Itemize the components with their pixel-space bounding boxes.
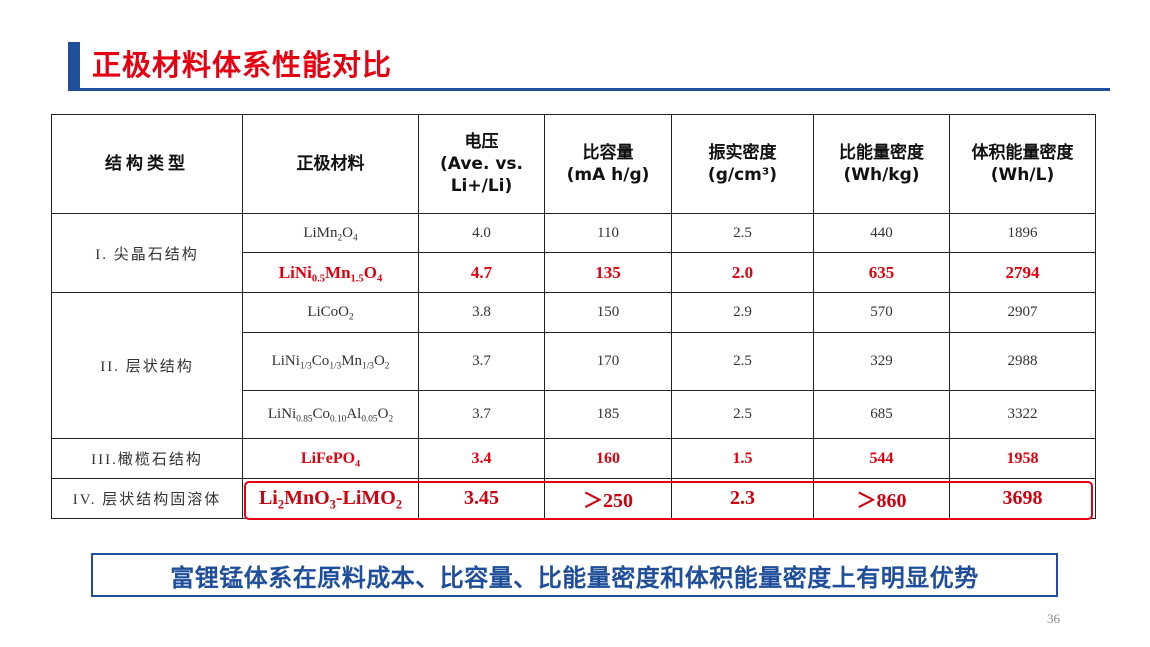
energy-cell: 544 — [813, 438, 950, 479]
material-formula: LiFePO4 — [300, 449, 361, 469]
material-cell: LiFePO4 — [242, 438, 419, 479]
material-formula: LiMn2O4 — [303, 224, 358, 243]
capacity-cell: 160 — [544, 438, 672, 479]
energy-cell: 635 — [813, 252, 950, 293]
header-energy-density: 比能量密度 (Wh/kg) — [813, 114, 950, 214]
table-row: I. 尖晶石结构 LiMn2O4 4.0 110 2.5 440 1896 — [51, 213, 1096, 293]
table-row: III.橄榄石结构 LiFePO4 3.4 160 1.5 544 1958 — [51, 438, 1096, 479]
table-row: II. 层状结构 LiCoO2 3.8 150 2.9 570 2907 — [51, 292, 1096, 439]
voltage-cell: 3.7 — [418, 390, 545, 439]
header-energy-line2: (Wh/kg) — [843, 165, 920, 185]
conclusion-text: 富锂锰体系在原料成本、比容量、比能量密度和体积能量密度上有明显优势 — [170, 563, 979, 592]
material-formula: LiNi0.85Co0.10Al0.05O2 — [267, 406, 394, 425]
material-cell: LiNi0.5Mn1.5O4 — [242, 252, 419, 293]
header-tap-line1: 振实密度 — [708, 143, 777, 163]
tap-density-cell: 2.9 — [671, 292, 814, 333]
header-vol-line2: (Wh/L) — [990, 165, 1055, 185]
voltage-cell: 3.7 — [418, 332, 545, 391]
energy-cell: 685 — [813, 390, 950, 439]
header-capacity-line1: 比容量 — [582, 143, 634, 163]
capacity-cell: 135 — [544, 252, 672, 293]
header-voltage-line3: Li+/Li) — [450, 176, 513, 196]
material-cell: LiCoO2 — [242, 292, 419, 333]
header-capacity-line2: (mA h/g) — [566, 165, 650, 185]
group-layered: II. 层状结构 — [51, 292, 243, 439]
header-material: 正极材料 — [242, 114, 419, 214]
comparison-table: 结构类型 正极材料 电压 (Ave. vs. Li+/Li) 比容量 (mA h… — [51, 114, 1096, 519]
group-olivine: III.橄榄石结构 — [51, 438, 243, 479]
page-number: 36 — [1047, 611, 1060, 626]
header-voltage-line2: (Ave. vs. — [440, 154, 523, 174]
energy-cell: 570 — [813, 292, 950, 333]
group-spinel: I. 尖晶石结构 — [51, 213, 243, 293]
energy-cell: 440 — [813, 213, 950, 253]
tap-density-cell: 2.3 — [671, 478, 814, 519]
table-row: LiNi1/3Co1/3Mn1/3O2 3.7 170 2.5 329 2988 — [52, 332, 1096, 391]
capacity-cell: 110 — [544, 213, 672, 253]
tap-density-cell: 1.5 — [671, 438, 814, 479]
title-underline — [68, 88, 1110, 91]
capacity-cell: 150 — [544, 292, 672, 333]
material-cell: LiNi1/3Co1/3Mn1/3O2 — [242, 332, 419, 391]
vol-energy-cell: 2988 — [949, 332, 1096, 391]
capacity-cell: 185 — [544, 390, 672, 439]
energy-cell: ＞860 — [813, 478, 950, 519]
material-cell: LiMn2O4 — [242, 213, 419, 253]
title-accent-bar — [68, 42, 80, 88]
material-formula: LiNi1/3Co1/3Mn1/3O2 — [271, 353, 390, 372]
page-title: 正极材料体系性能对比 — [92, 48, 393, 82]
material-cell: Li2MnO3-LiMO2 — [242, 478, 419, 519]
voltage-cell: 3.45 — [418, 478, 545, 519]
table-row: IV. 层状结构固溶体 Li2MnO3-LiMO2 3.45 ＞250 2.3 … — [51, 478, 1096, 519]
header-structure-type: 结构类型 — [51, 114, 243, 214]
header-voltage-line1: 电压 — [464, 132, 499, 152]
table-header-row: 结构类型 正极材料 电压 (Ave. vs. Li+/Li) 比容量 (mA h… — [51, 114, 1096, 214]
header-volumetric-energy: 体积能量密度 (Wh/L) — [949, 114, 1096, 214]
material-cell: LiNi0.85Co0.10Al0.05O2 — [242, 390, 419, 439]
energy-cell: 329 — [813, 332, 950, 391]
table-row: LiNi0.85Co0.10Al0.05O2 3.7 185 2.5 685 3… — [52, 390, 1096, 439]
capacity-cell: 170 — [544, 332, 672, 391]
voltage-cell: 4.0 — [418, 213, 545, 253]
vol-energy-cell: 1958 — [949, 438, 1096, 479]
group-solid-solution: IV. 层状结构固溶体 — [51, 478, 243, 519]
vol-energy-cell: 3322 — [949, 390, 1096, 439]
tap-density-cell: 2.0 — [671, 252, 814, 293]
tap-density-cell: 2.5 — [671, 390, 814, 439]
tap-density-cell: 2.5 — [671, 332, 814, 391]
header-vol-line1: 体积能量密度 — [971, 143, 1074, 163]
material-formula: LiCoO2 — [307, 304, 354, 323]
header-capacity: 比容量 (mA h/g) — [544, 114, 672, 214]
voltage-cell: 3.8 — [418, 292, 545, 333]
voltage-cell: 3.4 — [418, 438, 545, 479]
header-energy-line1: 比能量密度 — [839, 143, 924, 163]
header-tap-line2: (g/cm³) — [707, 165, 778, 185]
vol-energy-cell: 3698 — [949, 478, 1096, 519]
tap-density-cell: 2.5 — [671, 213, 814, 253]
vol-energy-cell: 2794 — [949, 252, 1096, 293]
material-formula: Li2MnO3-LiMO2 — [258, 487, 403, 512]
conclusion-banner: 富锂锰体系在原料成本、比容量、比能量密度和体积能量密度上有明显优势 — [91, 553, 1058, 597]
header-voltage: 电压 (Ave. vs. Li+/Li) — [418, 114, 545, 214]
vol-energy-cell: 1896 — [949, 213, 1096, 253]
vol-energy-cell: 2907 — [949, 292, 1096, 333]
voltage-cell: 4.7 — [418, 252, 545, 293]
capacity-cell: ＞250 — [544, 478, 672, 519]
material-formula: LiNi0.5Mn1.5O4 — [278, 262, 383, 285]
header-tap-density: 振实密度 (g/cm³) — [671, 114, 814, 214]
